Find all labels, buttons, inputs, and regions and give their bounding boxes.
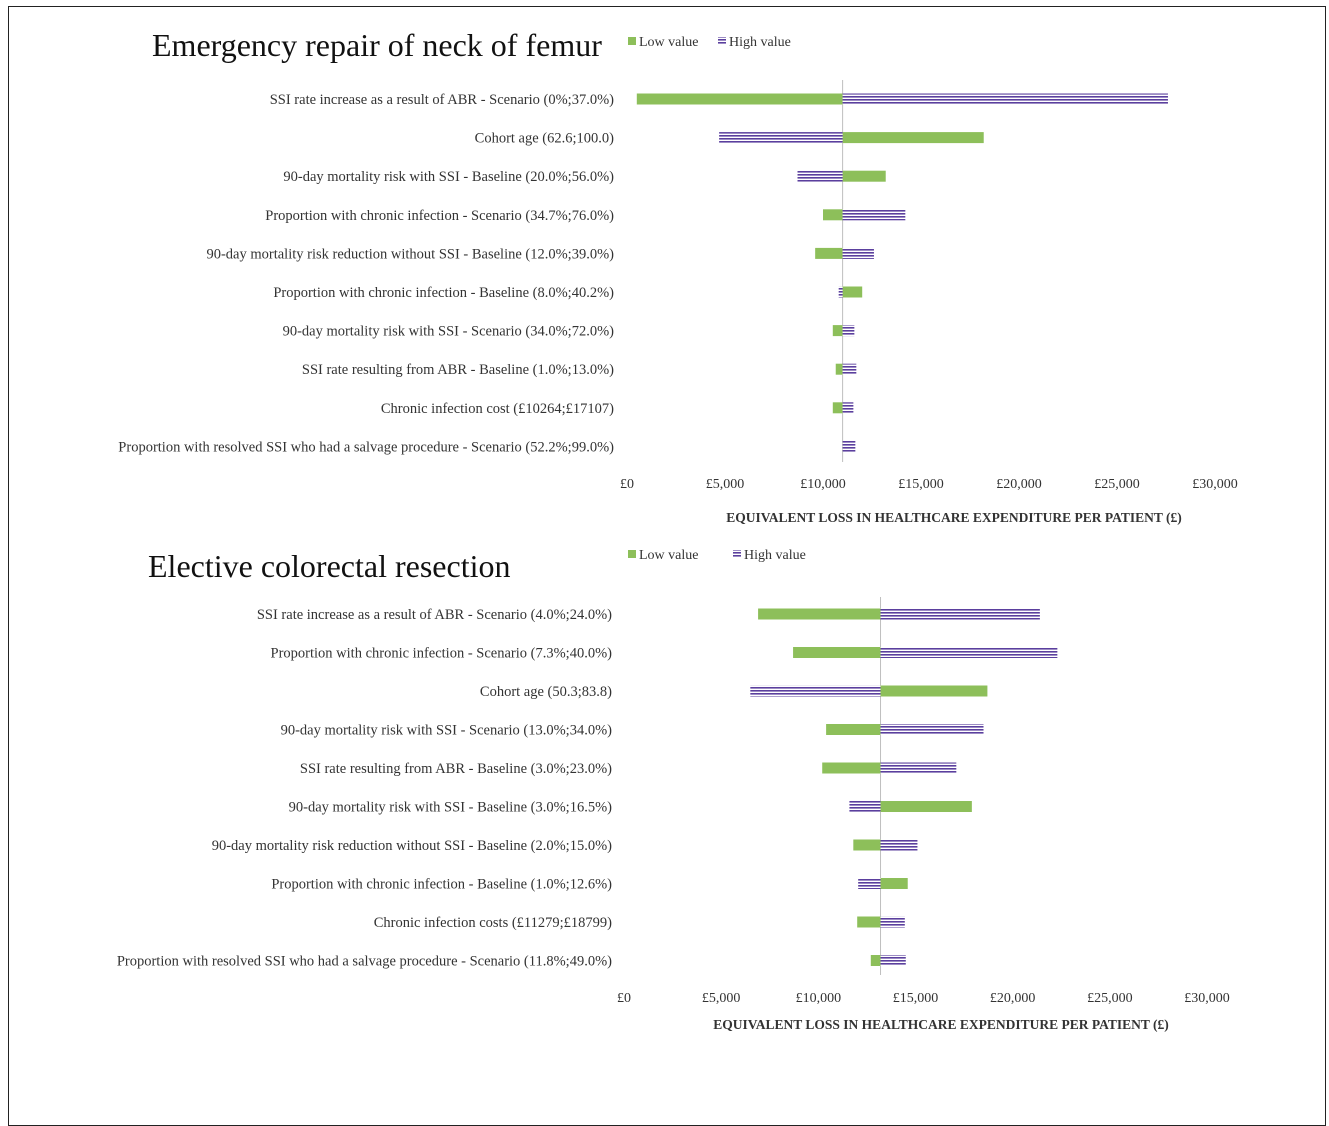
category-label: Proportion with chronic infection - Base… — [271, 877, 612, 893]
bar-high-value — [797, 170, 843, 182]
bar-low-value — [793, 647, 881, 658]
x-axis-title: EQUIVALENT LOSS IN HEALTHCARE EXPENDITUR… — [726, 510, 1181, 525]
category-label: 90-day mortality risk reduction without … — [206, 246, 614, 262]
bar-high-value — [842, 402, 854, 414]
category-label: SSI rate increase as a result of ABR - S… — [257, 607, 612, 623]
legend-swatch-low — [628, 550, 636, 558]
bar-low-value — [815, 247, 843, 259]
category-label: Proportion with resolved SSI who had a s… — [117, 954, 612, 970]
bar-low-value — [880, 878, 908, 889]
x-tick-label: £15,000 — [893, 991, 939, 1006]
x-tick-label: £0 — [620, 477, 634, 492]
bar-high-value — [880, 608, 1040, 620]
bar-low-value — [823, 209, 843, 221]
category-label: 90-day mortality risk with SSI - Baselin… — [289, 800, 613, 816]
bar-low-value — [758, 608, 881, 620]
bar-low-value — [832, 325, 843, 337]
category-label: Proportion with chronic infection - Scen… — [271, 646, 613, 662]
x-tick-label: £5,000 — [702, 991, 741, 1006]
legend-swatch-high — [718, 37, 726, 45]
bar-low-value — [835, 363, 843, 375]
chart-2: Elective colorectal resection Low value Hi… — [117, 548, 1230, 1032]
bar-high-value — [842, 363, 857, 375]
category-label: 90-day mortality risk with SSI - Baselin… — [283, 169, 614, 185]
category-label: SSI rate resulting from ABR - Baseline (… — [300, 761, 612, 777]
bar-low-value — [822, 762, 881, 774]
category-label: Chronic infection cost (£10264;£17107) — [381, 401, 614, 417]
bar-low-value — [870, 955, 881, 966]
bar-low-value — [842, 286, 863, 298]
legend-swatch-high — [733, 550, 741, 558]
x-axis-title: EQUIVALENT LOSS IN HEALTHCARE EXPENDITUR… — [713, 1017, 1168, 1032]
category-label: Proportion with chronic infection - Scen… — [265, 208, 614, 224]
x-tick-label: £10,000 — [796, 991, 842, 1006]
legend-label-low: Low value — [639, 35, 698, 50]
bar-high-value — [719, 132, 843, 144]
bar-low-value — [636, 93, 843, 105]
bar-low-value — [853, 839, 881, 851]
bar-high-value — [880, 762, 957, 774]
bar-high-value — [880, 916, 905, 928]
tornado-charts: Emergency repair of neck of femur Low val… — [117, 27, 1238, 1032]
x-tick-label: £25,000 — [1094, 477, 1140, 492]
bar-high-value — [842, 209, 906, 221]
legend-label-high: High value — [744, 548, 806, 563]
bar-high-value — [842, 247, 874, 259]
bar-low-value — [842, 170, 886, 182]
bar-low-value — [842, 132, 984, 144]
bar-high-value — [849, 801, 881, 812]
category-label: Proportion with resolved SSI who had a s… — [118, 439, 614, 455]
x-tick-label: £20,000 — [990, 991, 1036, 1006]
bar-high-value — [842, 440, 856, 452]
legend-swatch-low — [628, 37, 636, 45]
x-tick-label: £30,000 — [1184, 991, 1230, 1006]
category-label: Cohort age (62.6;100.0) — [475, 131, 615, 147]
category-label: Cohort age (50.3;83.8) — [480, 684, 612, 700]
bar-high-value — [838, 286, 843, 298]
x-tick-label: £5,000 — [706, 477, 745, 492]
x-tick-label: £30,000 — [1192, 477, 1238, 492]
legend-label-low: Low value — [639, 548, 698, 563]
bar-low-value — [880, 801, 972, 812]
chart-title: Elective colorectal resection — [148, 548, 510, 584]
x-tick-label: £25,000 — [1087, 991, 1133, 1006]
category-label: SSI rate resulting from ABR - Baseline (… — [302, 362, 614, 378]
bar-high-value — [842, 325, 855, 337]
bar-high-value — [880, 839, 918, 851]
category-label: Chronic infection costs (£11279;£18799) — [374, 915, 612, 931]
category-label: Proportion with chronic infection - Base… — [273, 285, 614, 301]
bar-low-value — [857, 916, 881, 928]
x-tick-label: £15,000 — [898, 477, 944, 492]
x-tick-label: £20,000 — [996, 477, 1042, 492]
bar-low-value — [832, 402, 843, 414]
x-tick-label: £0 — [617, 991, 631, 1006]
category-label: SSI rate increase as a result of ABR - S… — [270, 92, 614, 108]
category-label: 90-day mortality risk reduction without … — [212, 838, 612, 854]
category-label: 90-day mortality risk with SSI - Scenari… — [281, 723, 613, 739]
category-label: 90-day mortality risk with SSI - Scenari… — [283, 324, 615, 340]
chart-1: Emergency repair of neck of femur Low val… — [118, 27, 1237, 525]
bar-high-value — [842, 93, 1168, 105]
x-tick-label: £10,000 — [800, 477, 846, 492]
bar-high-value — [880, 724, 984, 735]
legend-label-high: High value — [729, 35, 791, 50]
bar-low-value — [880, 685, 988, 697]
bar-low-value — [826, 724, 881, 735]
bar-high-value — [880, 955, 906, 966]
chart-title: Emergency repair of neck of femur — [152, 27, 602, 63]
bar-high-value — [880, 647, 1058, 658]
bar-high-value — [858, 878, 881, 889]
bar-high-value — [750, 685, 881, 697]
